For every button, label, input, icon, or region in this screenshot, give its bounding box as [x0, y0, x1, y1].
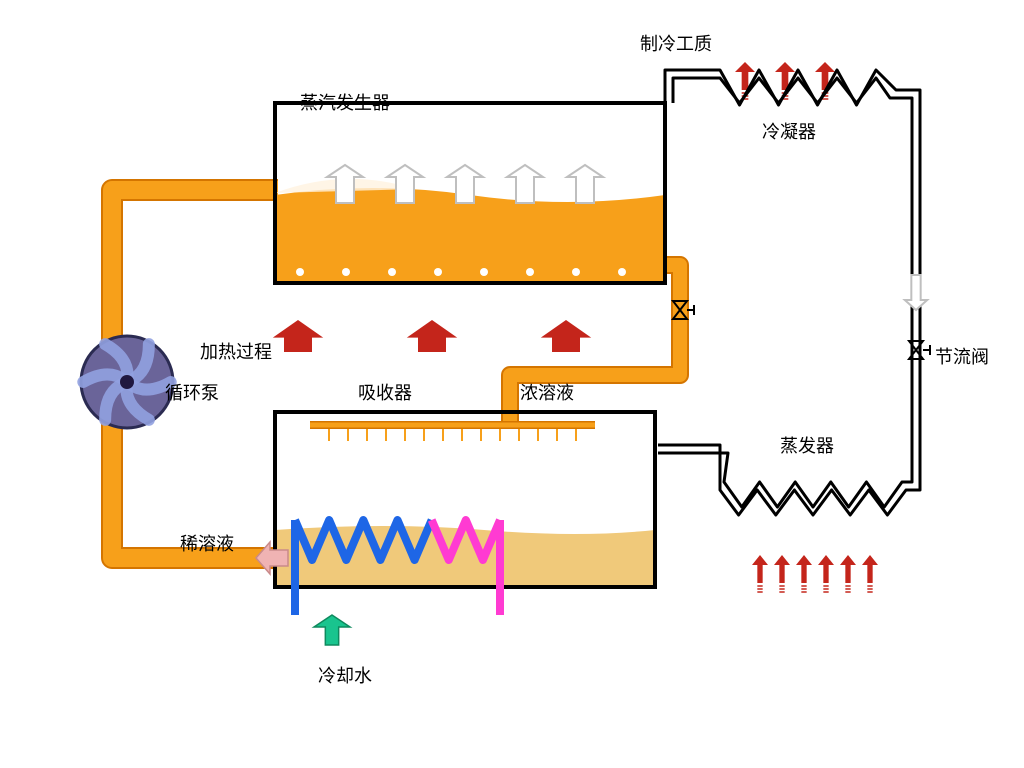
label-concentrated: 浓溶液 [520, 379, 574, 405]
label-dilute: 稀溶液 [180, 530, 234, 556]
label-heating: 加热过程 [200, 338, 272, 364]
label-refrigerant: 制冷工质 [640, 30, 712, 56]
label-throttle: 节流阀 [935, 343, 989, 369]
diagram-canvas [0, 0, 1024, 768]
label-absorber: 吸收器 [358, 379, 412, 405]
label-pump: 循环泵 [165, 379, 219, 405]
label-condenser: 冷凝器 [762, 118, 816, 144]
label-generator: 蒸汽发生器 [300, 89, 390, 115]
label-evaporator: 蒸发器 [780, 432, 834, 458]
label-coolant: 冷却水 [318, 662, 372, 688]
